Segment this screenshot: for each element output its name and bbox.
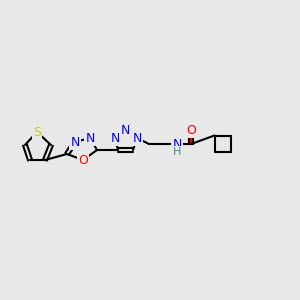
Text: N: N [172,137,182,151]
Text: N: N [120,124,130,136]
Text: N: N [85,131,95,145]
Text: O: O [186,124,196,136]
Text: N: N [70,136,80,148]
Text: S: S [33,125,41,139]
Text: O: O [78,154,88,166]
Text: N: N [110,131,120,145]
Text: H: H [173,147,181,157]
Text: N: N [132,131,142,145]
